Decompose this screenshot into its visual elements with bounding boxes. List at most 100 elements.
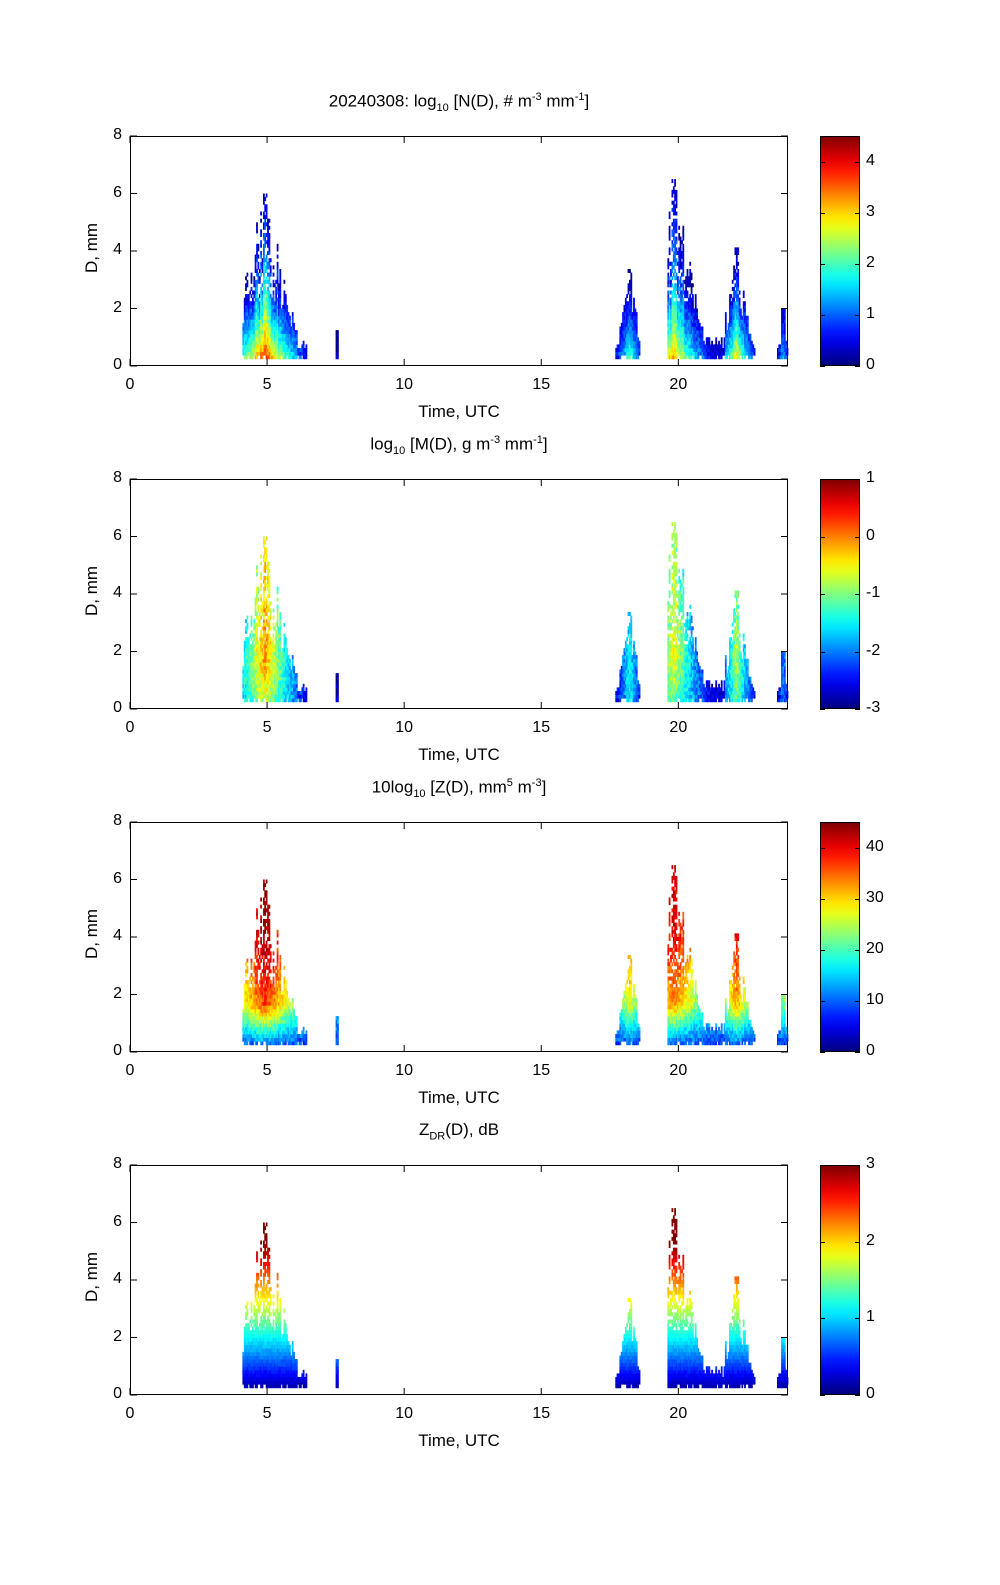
heatmap-cell xyxy=(619,326,622,331)
heatmap-cell xyxy=(256,1016,258,1021)
heatmap-cell xyxy=(782,326,785,331)
heatmap-cell xyxy=(671,308,674,313)
heatmap-cell xyxy=(677,673,679,678)
heatmap-cell xyxy=(268,344,271,349)
heatmap-cell xyxy=(267,651,269,656)
heatmap-cell xyxy=(246,987,249,992)
heatmap-cell xyxy=(250,330,253,335)
heatmap-cell xyxy=(279,644,282,649)
heatmap-cell xyxy=(674,594,676,598)
heatmap-cell xyxy=(287,694,290,699)
heatmap-cell xyxy=(265,940,268,945)
heatmap-cell xyxy=(245,297,247,302)
heatmap-cell xyxy=(738,633,741,638)
heatmap-cell xyxy=(263,290,265,295)
heatmap-cell xyxy=(265,276,268,281)
heatmap-cell xyxy=(264,1008,267,1013)
heatmap-cell xyxy=(677,348,679,352)
heatmap-cell xyxy=(733,265,735,270)
heatmap-cell xyxy=(690,283,693,288)
heatmap-cell xyxy=(675,229,678,234)
heatmap-cell xyxy=(264,665,267,670)
heatmap-cell xyxy=(698,676,701,681)
heatmap-cell xyxy=(742,312,745,317)
heatmap-cell xyxy=(668,694,671,699)
heatmap-cell xyxy=(690,312,693,317)
heatmap-cell xyxy=(268,301,271,306)
heatmap-cell xyxy=(671,633,674,638)
heatmap-cell xyxy=(624,694,627,699)
heatmap-cell xyxy=(284,683,287,688)
heatmap-cell xyxy=(714,344,716,349)
heatmap-cell xyxy=(243,312,246,317)
heatmap-cell xyxy=(282,662,284,667)
heatmap-cell xyxy=(741,319,744,324)
heatmap-cell xyxy=(674,532,676,537)
heatmap-cell xyxy=(733,683,735,688)
heatmap-cell xyxy=(264,283,267,288)
heatmap-cell xyxy=(781,691,783,695)
heatmap-cell xyxy=(634,330,637,335)
heatmap-cell xyxy=(283,655,286,660)
heatmap-cell xyxy=(629,647,631,652)
heatmap-cell xyxy=(723,348,726,352)
heatmap-cell xyxy=(677,665,679,670)
heatmap-cell xyxy=(735,640,738,645)
heatmap-cell xyxy=(731,286,734,291)
heatmap-cell xyxy=(295,340,298,345)
heatmap-cell xyxy=(250,326,253,331)
heatmap-cell xyxy=(260,691,262,695)
heatmap-cell xyxy=(275,694,278,699)
heatmap-cell xyxy=(284,333,287,338)
heatmap-cell xyxy=(257,958,260,963)
heatmap-cell xyxy=(777,351,779,356)
heatmap-cell xyxy=(265,1016,268,1021)
heatmap-cell xyxy=(263,330,265,335)
heatmap-cell xyxy=(260,1030,262,1035)
heatmap-cell xyxy=(618,687,620,692)
heatmap-cell xyxy=(622,683,624,688)
heatmap-cell xyxy=(267,218,269,223)
heatmap-cell xyxy=(286,673,289,678)
heatmap-cell xyxy=(678,637,681,642)
heatmap-cell xyxy=(252,304,254,309)
heatmap-cell xyxy=(256,644,258,649)
heatmap-cell xyxy=(620,680,623,685)
heatmap-cell xyxy=(681,344,683,349)
heatmap-cell xyxy=(253,994,256,999)
heatmap-cell xyxy=(276,644,279,649)
heatmap-cell xyxy=(263,197,265,202)
heatmap-cell xyxy=(742,308,745,313)
heatmap-cell xyxy=(689,665,692,670)
heatmap-cell xyxy=(694,294,697,299)
heatmap-cell xyxy=(785,687,788,692)
heatmap-cell xyxy=(674,269,676,273)
heatmap-cell xyxy=(293,351,295,356)
heatmap-cell xyxy=(779,698,782,703)
heatmap-cell xyxy=(683,687,686,692)
heatmap-cell xyxy=(670,269,672,273)
heatmap-cell xyxy=(637,691,639,695)
heatmap-cell xyxy=(742,326,745,331)
heatmap-cell xyxy=(249,319,252,324)
heatmap-cell xyxy=(268,308,271,313)
heatmap-cell xyxy=(751,698,753,703)
heatmap-cell xyxy=(742,680,745,685)
heatmap-cell xyxy=(258,622,261,627)
heatmap-cell xyxy=(731,340,734,345)
heatmap-cell xyxy=(693,691,696,695)
heatmap-cell xyxy=(742,315,745,320)
heatmap-cell xyxy=(268,333,271,338)
heatmap-cell xyxy=(242,1037,245,1042)
heatmap-cell xyxy=(268,665,271,670)
heatmap-cell xyxy=(671,655,674,660)
heatmap-cell xyxy=(273,969,276,974)
heatmap-cell xyxy=(264,1023,267,1028)
heatmap-cell xyxy=(268,987,271,992)
heatmap-cell xyxy=(630,290,633,295)
heatmap-cell xyxy=(783,676,786,681)
heatmap-cell xyxy=(727,665,730,670)
heatmap-cell xyxy=(293,665,295,670)
heatmap-cell xyxy=(735,673,738,678)
heatmap-cell xyxy=(735,290,738,295)
